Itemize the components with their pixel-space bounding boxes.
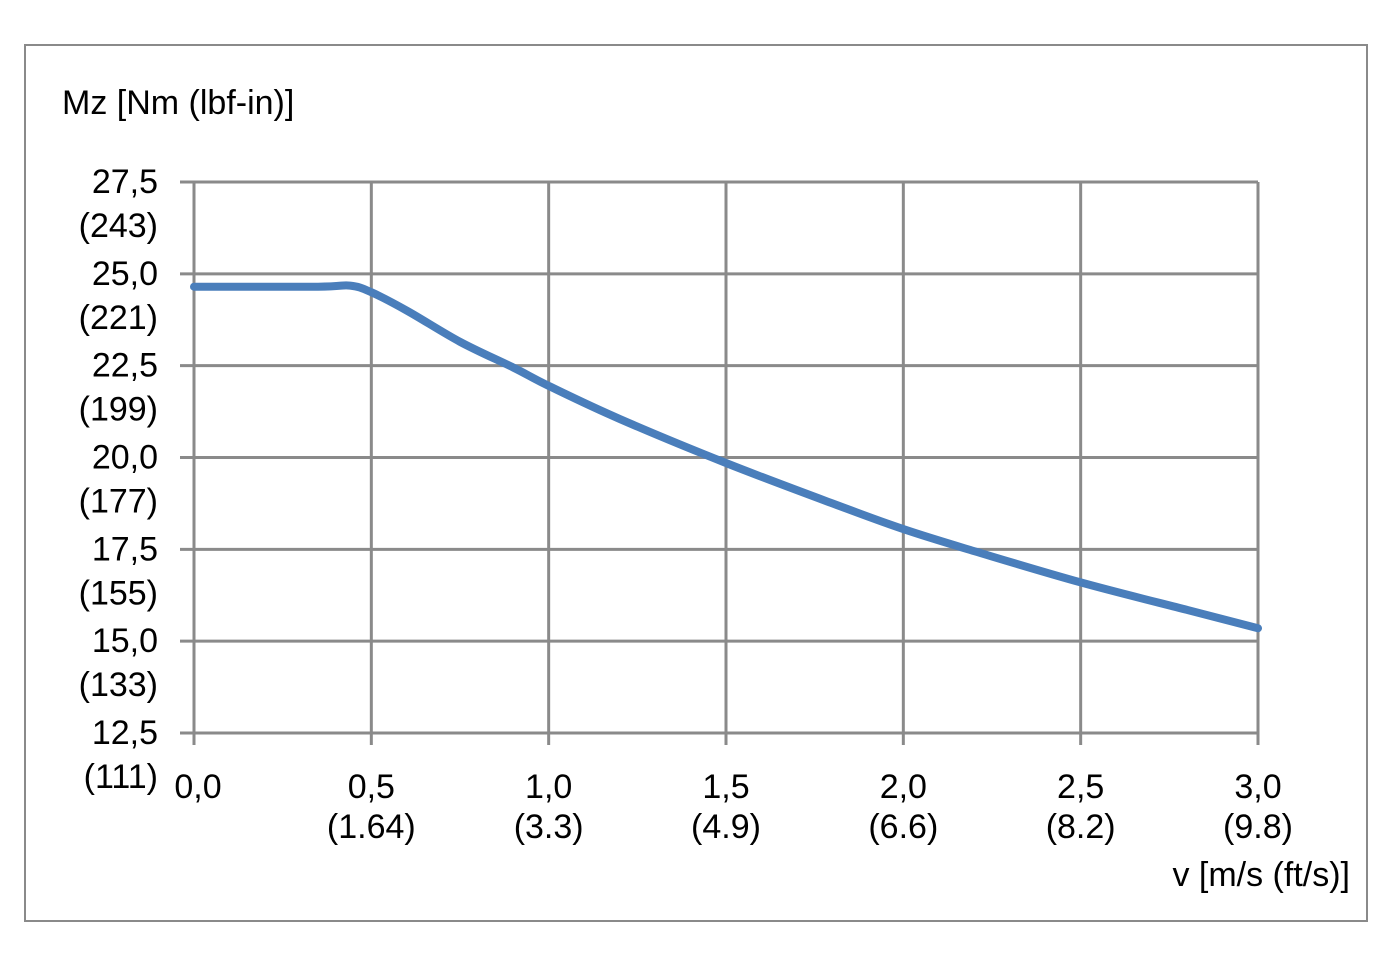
x-tick-label: 1,5 xyxy=(702,768,749,806)
x-tick-label: 1,0 xyxy=(525,768,572,806)
x-tick-sublabel: (4.9) xyxy=(691,808,761,846)
y-tick-label: 15,0 xyxy=(92,622,158,660)
y-tick-sublabel: (221) xyxy=(79,299,158,337)
y-tick-sublabel: (155) xyxy=(79,574,158,612)
y-tick-label: 25,0 xyxy=(92,255,158,293)
y-tick-sublabel: (133) xyxy=(79,666,158,704)
grid xyxy=(180,180,1260,745)
x-tick-sublabel: (9.8) xyxy=(1223,808,1293,846)
y-tick-sublabel: (111) xyxy=(84,758,158,796)
x-tick-label: 0,5 xyxy=(348,768,395,806)
y-tick-sublabel: (243) xyxy=(79,207,158,245)
y-tick-label: 12,5 xyxy=(92,714,158,752)
y-tick-label: 27,5 xyxy=(92,163,158,201)
y-tick-label: 22,5 xyxy=(92,347,158,385)
x-tick-label: 2,0 xyxy=(880,768,927,806)
tick-labels: 27,5 (243) 25,0 (221) 22,5 (199) 20,0 (177) 17,5… xyxy=(79,163,1293,846)
chart-frame xyxy=(24,44,1368,922)
x-tick-sublabel: (1.64) xyxy=(327,808,416,846)
x-tick-sublabel: (6.6) xyxy=(868,808,938,846)
x-tick-label: 0,0 xyxy=(174,768,221,806)
y-tick-sublabel: (177) xyxy=(79,483,158,521)
y-axis-label: Mz [Nm (lbf-in)] xyxy=(62,84,294,122)
x-tick-label: 2,5 xyxy=(1057,768,1104,806)
x-tick-sublabel: (3.3) xyxy=(514,808,584,846)
y-tick-label: 17,5 xyxy=(92,530,158,568)
y-tick-sublabel: (199) xyxy=(79,391,158,429)
x-tick-label: 3,0 xyxy=(1234,768,1281,806)
series-layer xyxy=(190,281,1262,633)
y-tick-label: 20,0 xyxy=(92,439,158,477)
x-axis-label: v [m/s (ft/s)] xyxy=(1172,856,1350,894)
x-tick-sublabel: (8.2) xyxy=(1046,808,1116,846)
series-line xyxy=(190,281,1262,633)
